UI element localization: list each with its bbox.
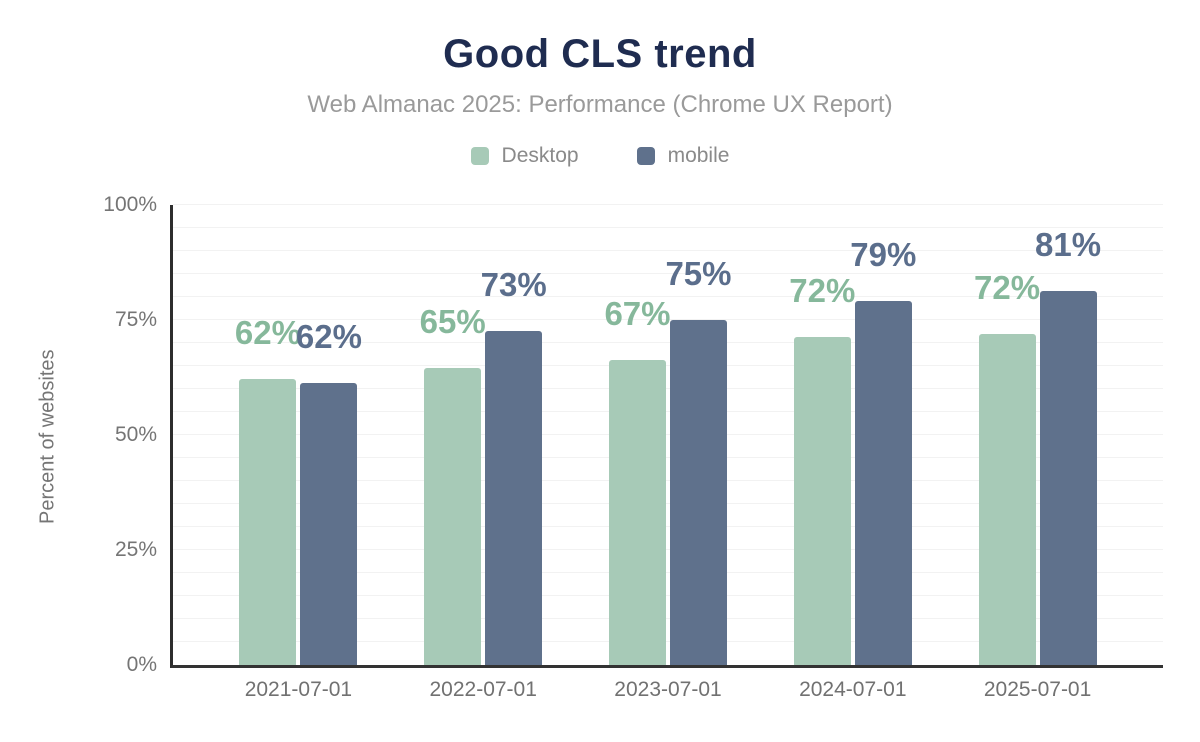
desktop-bar: 62%: [235, 316, 301, 665]
gridline: [173, 549, 1163, 550]
desktop-legend-swatch: [470, 147, 489, 165]
x-tick-label: 2022-07-01: [429, 678, 537, 701]
desktop-bar-value-label: 67%: [604, 294, 671, 332]
mobile-bar-value-label: 73%: [480, 266, 547, 304]
gridline: [173, 204, 1163, 205]
desktop-bar: 65%: [420, 305, 486, 665]
y-tick-label: 25%: [114, 538, 157, 561]
gridline: [173, 503, 1163, 504]
desktop-bar: 72%: [789, 274, 855, 665]
legend-item-desktop: Desktop: [470, 144, 579, 168]
gridline: [173, 618, 1163, 619]
mobile-bar-value-label: 81%: [1035, 226, 1102, 264]
x-tick-label: 2021-07-01: [244, 678, 353, 701]
desktop-bar: 67%: [604, 297, 671, 665]
desktop-bar-value-label: 72%: [789, 272, 856, 310]
bar-group-2022-07-01: 65% 73%: [391, 205, 576, 665]
desktop-legend-label: Desktop: [501, 144, 579, 167]
gridline: [173, 434, 1163, 435]
desktop-bar-value-label: 72%: [974, 268, 1041, 306]
gridline: [173, 365, 1163, 366]
mobile-bar: 81%: [1035, 228, 1101, 665]
gridline: [173, 411, 1163, 412]
legend: Desktop mobile: [0, 144, 1200, 168]
mobile-legend-label: mobile: [667, 144, 730, 167]
gridline: [173, 457, 1163, 458]
desktop-bar-value-label: 62%: [234, 313, 301, 351]
x-tick-label: 2023-07-01: [614, 678, 722, 701]
mobile-bar: 62%: [296, 320, 362, 665]
bar-group-2021-07-01: 62% 62%: [206, 205, 391, 665]
mobile-bar-value-label: 62%: [295, 317, 362, 355]
gridline: [173, 227, 1163, 228]
mobile-legend-swatch: [636, 147, 655, 165]
gridline: [173, 319, 1163, 320]
mobile-bar-value-label: 75%: [665, 255, 732, 292]
gridline: [173, 296, 1163, 297]
y-tick-label: 50%: [114, 423, 157, 446]
y-tick-label: 100%: [103, 193, 157, 216]
x-tick-label: 2025-07-01: [983, 678, 1092, 701]
mobile-bar: 73%: [481, 268, 547, 665]
mobile-bar: 75%: [665, 257, 732, 665]
gridline: [173, 250, 1163, 251]
y-axis-title: Percent of websites: [36, 349, 59, 524]
bar-group-2024-07-01: 72% 79%: [760, 205, 945, 665]
gridline: [173, 526, 1163, 527]
legend-item-mobile: mobile: [636, 144, 730, 168]
bar-groups: 62% 62% 65% 73% 67% 75% 72% 79% 72% 81%: [173, 205, 1163, 665]
x-axis-labels: 2021-07-01 2022-07-01 2023-07-01 2024-07-01…: [170, 678, 1163, 702]
gridline: [173, 641, 1163, 642]
chart-title: Good CLS trend: [443, 32, 757, 76]
x-tick-label: 2024-07-01: [799, 678, 907, 701]
plot-area: 0% 25% 50% 75% 100% 62% 62% 65% 73% 67% 75% 72% 79% 7…: [103, 193, 1163, 676]
mobile-bar-value-label: 79%: [850, 235, 917, 273]
y-tick-label: 0%: [126, 653, 157, 676]
gridline: [173, 595, 1163, 596]
gridline: [173, 480, 1163, 481]
desktop-bar-value-label: 65%: [419, 302, 486, 340]
desktop-bar: 72%: [974, 271, 1040, 665]
y-tick-label: 75%: [114, 308, 157, 331]
gridline: [173, 388, 1163, 389]
chart-subtitle: Web Almanac 2025: Performance (Chrome UX…: [307, 91, 893, 118]
bar-group-2023-07-01: 67% 75%: [576, 205, 761, 665]
gridline: [173, 342, 1163, 343]
mobile-bar: 79%: [850, 238, 916, 665]
gridline: [173, 572, 1163, 573]
bar-group-2025-07-01: 72% 81%: [945, 205, 1130, 665]
gridline: [173, 273, 1163, 274]
